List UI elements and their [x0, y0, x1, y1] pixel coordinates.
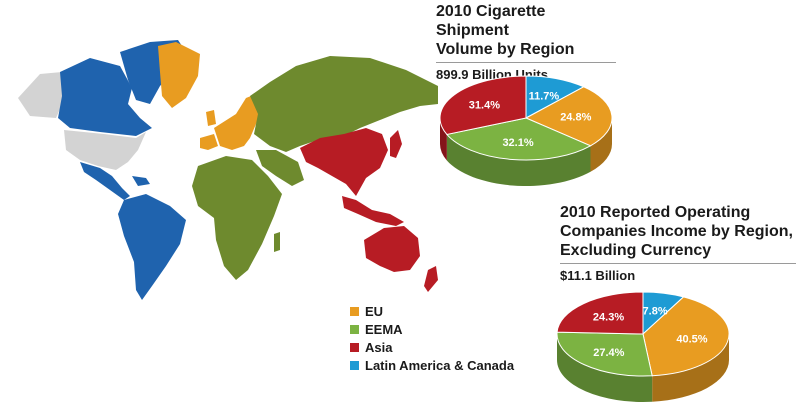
map-region-scandinavia — [158, 42, 200, 108]
pie-2-slice-eema — [556, 331, 653, 377]
map-region-australia — [364, 226, 420, 272]
chart-2-title-line-1: 2010 Reported Operating — [560, 204, 751, 221]
legend: EU EEMA Asia Latin America & Canada — [350, 302, 514, 374]
legend-item-eema: EEMA — [350, 320, 514, 338]
legend-label-eema: EEMA — [365, 321, 403, 337]
chart-2-header: 2010 Reported Operating Companies Income… — [560, 203, 796, 283]
map-region-central-america — [80, 162, 130, 200]
map-region-middle-east — [256, 150, 304, 186]
pie-1-label-latin-america-canada: 11.7% — [529, 90, 560, 102]
world-map — [18, 40, 438, 300]
pie-1-slice-latin-america-canada — [525, 75, 585, 119]
map-region-madagascar — [274, 232, 280, 252]
map-region-eema-north — [250, 56, 438, 152]
legend-label-eu: EU — [365, 303, 384, 319]
legend-swatch-eema — [350, 324, 359, 334]
pie-1-label-asia: 31.4% — [469, 100, 500, 112]
map-region-usa — [64, 130, 146, 170]
pie-2-label-eema: 27.4% — [593, 347, 624, 359]
map-region-caribbean — [132, 176, 150, 186]
pie-1-side-asia — [440, 118, 447, 161]
map-region-japan — [390, 130, 402, 158]
chart-2-title-line-3: Excluding Currency — [560, 242, 712, 259]
legend-label-latin-america-canada: Latin America & Canada — [365, 357, 515, 373]
map-region-alaska — [18, 72, 64, 118]
legend-item-asia: Asia — [350, 338, 514, 356]
pie-1-label-eema: 32.1% — [502, 137, 533, 149]
chart-2-divider — [560, 263, 796, 264]
pie-2-side-eu — [652, 334, 729, 402]
map-region-europe — [214, 94, 262, 150]
pie-chart-shipment-volume: 11.7%24.8% 32.1% 31.4% — [439, 75, 613, 186]
map-region-asia — [300, 128, 388, 196]
pie-2-label-eu: 40.5% — [676, 334, 707, 346]
legend-label-asia: Asia — [365, 339, 393, 355]
legend-swatch-asia — [350, 342, 359, 352]
pie-2-slice-eu — [642, 296, 730, 377]
pie-1-side-eu — [590, 118, 612, 172]
legend-swatch-latin-america-canada — [350, 360, 359, 370]
pie-2-slice-asia — [556, 291, 644, 335]
map-region-new-zealand — [424, 266, 438, 292]
pie-2-label-latin-america-canada: 7.8% — [643, 305, 668, 317]
chart-1-divider — [436, 62, 616, 63]
legend-item-latin-america-canada: Latin America & Canada — [350, 356, 514, 374]
pie-1-slice-asia — [439, 75, 527, 135]
pie-2-label-asia: 24.3% — [593, 311, 624, 323]
map-region-south-america — [118, 194, 186, 300]
legend-item-eu: EU — [350, 302, 514, 320]
chart-2-subtitle: $11.1 Billion — [560, 268, 636, 283]
pie-1-slice-eema — [445, 117, 592, 161]
map-region-southeast-asia — [342, 196, 404, 226]
pie-1-slice-eu — [524, 86, 613, 147]
map-region-iberia — [200, 134, 218, 150]
legend-swatch-eu — [350, 306, 359, 316]
map-region-canada — [58, 58, 152, 136]
chart-1-header: 2010 Cigarette Shipment Volume by Region… — [436, 2, 616, 82]
map-region-uk — [206, 110, 216, 126]
pie-2-side-eema — [557, 334, 653, 402]
pie-chart-operating-income: 7.8% 40.5% 27.4% 24.3% — [556, 291, 730, 402]
chart-1-title-line-2: Volume by Region — [436, 41, 575, 58]
chart-2-title-line-2: Companies Income by Region, — [560, 223, 793, 240]
chart-1-title-line-1: 2010 Cigarette Shipment — [436, 3, 546, 39]
pie-1-label-eu: 24.8% — [560, 112, 591, 124]
map-region-africa — [192, 156, 282, 280]
